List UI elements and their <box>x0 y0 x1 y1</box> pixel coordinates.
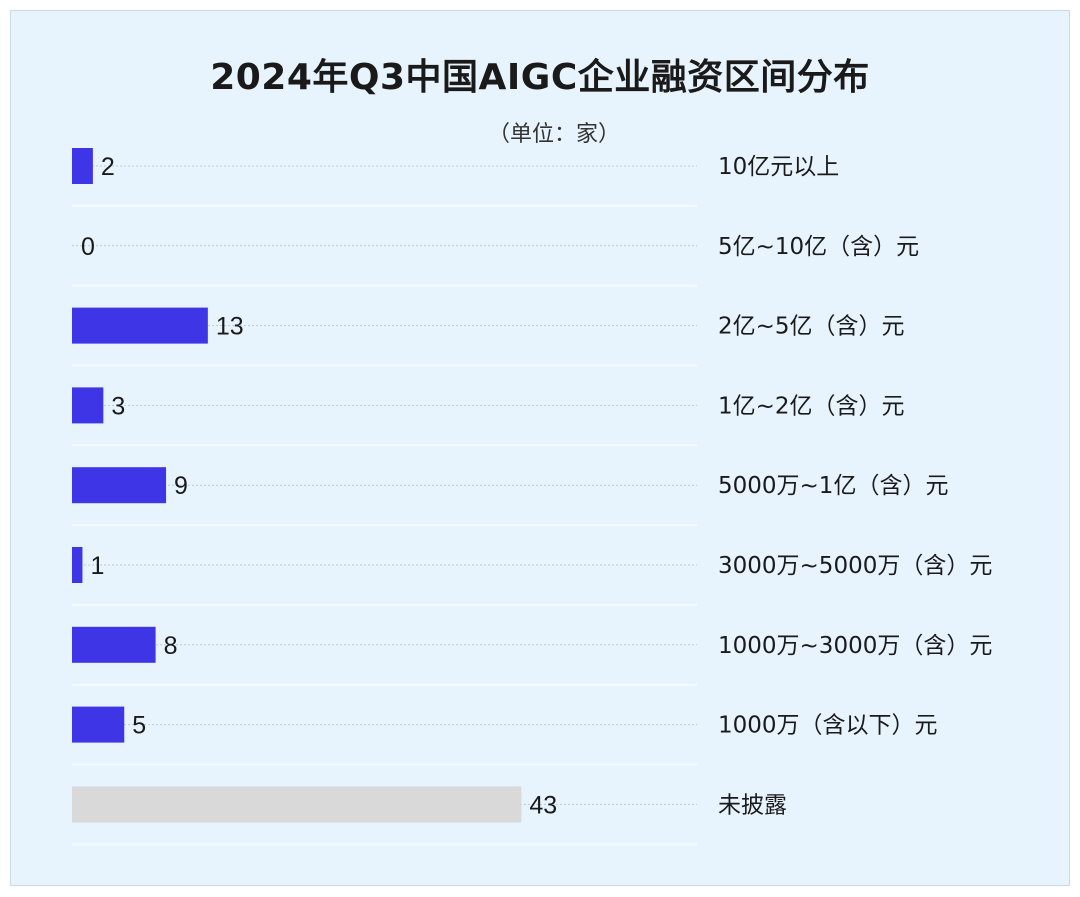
category-label: 5亿~10亿（含）元 <box>718 234 919 260</box>
bar <box>72 148 93 184</box>
bar <box>72 387 104 424</box>
category-label: 1000万~3000万（含）元 <box>718 633 992 659</box>
bar <box>72 307 208 344</box>
chart-title: 2024年Q3中国AIGC企业融资区间分布 <box>210 57 870 98</box>
data-label: 2 <box>101 153 115 181</box>
data-label: 5 <box>132 712 146 740</box>
bar <box>72 467 167 504</box>
data-label: 3 <box>111 392 125 420</box>
data-label: 1 <box>90 552 104 580</box>
category-label: 3000万~5000万（含）元 <box>718 553 992 579</box>
bar <box>72 547 83 583</box>
category-label: 1亿~2亿（含）元 <box>718 393 905 419</box>
bar <box>72 626 156 663</box>
data-label: 8 <box>164 632 178 660</box>
data-label: 9 <box>174 472 188 500</box>
category-label: 10亿元以上 <box>718 154 839 180</box>
data-label: 13 <box>216 313 244 341</box>
data-label: 43 <box>529 791 557 819</box>
bar <box>72 706 125 743</box>
category-label: 5000万~1亿（含）元 <box>718 473 948 499</box>
category-label: 2亿~5亿（含）元 <box>718 314 905 340</box>
chart-panel <box>10 10 1070 886</box>
bar <box>72 786 522 823</box>
data-label: 0 <box>81 233 95 261</box>
chart-subtitle: （单位：家） <box>487 122 620 147</box>
category-label: 未披露 <box>718 792 787 818</box>
category-label: 1000万（含以下）元 <box>718 713 938 739</box>
